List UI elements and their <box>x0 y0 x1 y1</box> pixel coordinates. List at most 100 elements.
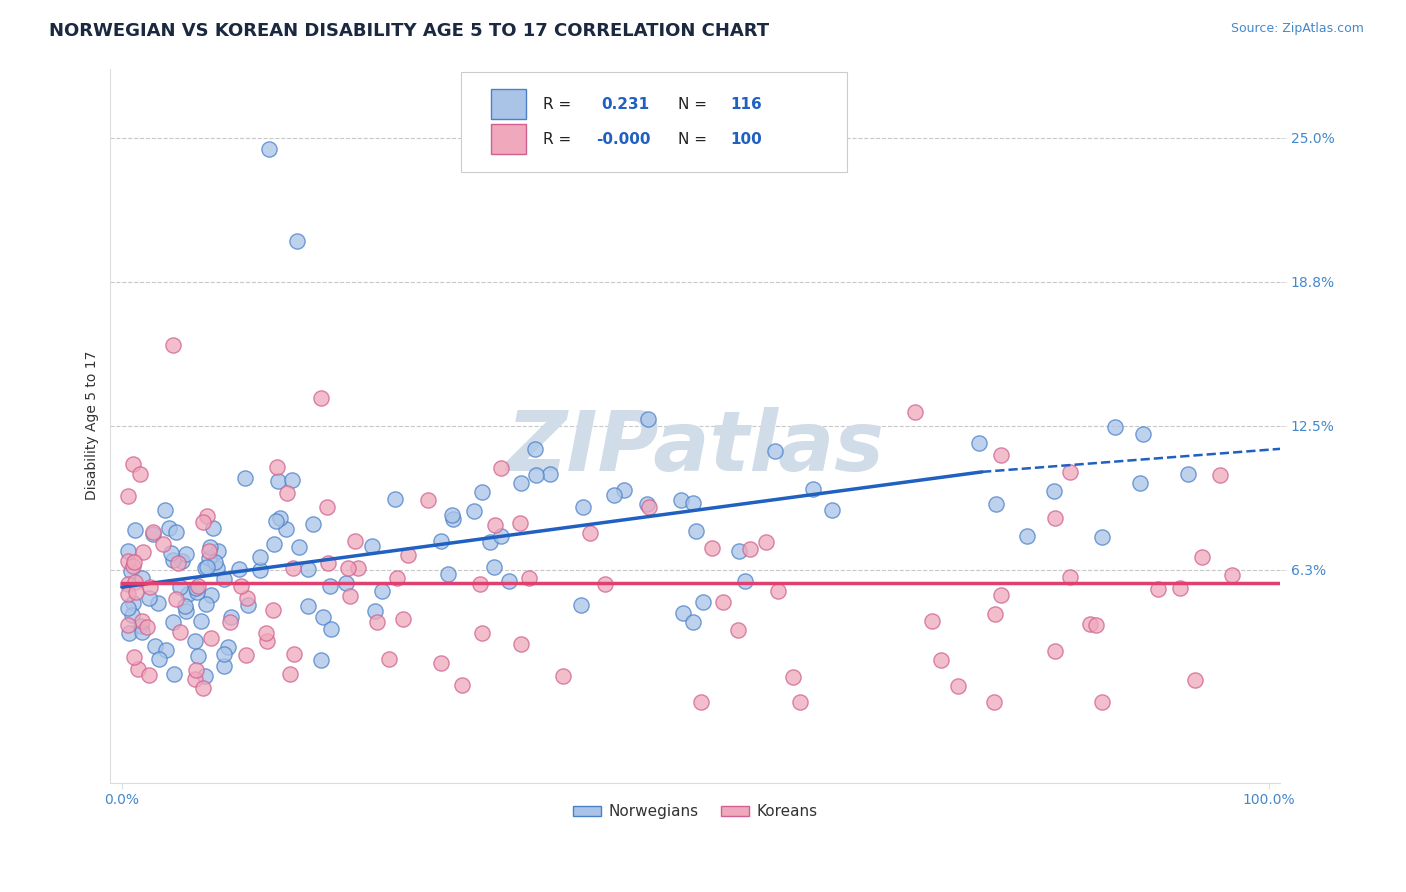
Point <box>509 516 531 530</box>
Point <box>148 651 170 665</box>
Point <box>364 604 387 618</box>
Point <box>197 543 219 558</box>
Text: 0.231: 0.231 <box>602 96 650 112</box>
FancyBboxPatch shape <box>491 124 526 154</box>
Point <box>173 599 195 613</box>
Point <box>143 639 166 653</box>
Point <box>1043 483 1066 498</box>
Point <box>138 580 160 594</box>
Point <box>755 535 778 549</box>
Point <box>734 574 756 589</box>
Point <box>256 634 278 648</box>
Point <box>124 555 146 569</box>
Point <box>165 524 187 539</box>
Point <box>117 489 139 503</box>
Point <box>738 541 761 556</box>
Point <box>471 626 494 640</box>
Point <box>430 534 453 549</box>
Text: -0.000: -0.000 <box>596 133 651 147</box>
Point <box>801 482 824 496</box>
Point <box>129 467 152 482</box>
Point <box>700 541 723 555</box>
Point <box>187 648 209 663</box>
Point <box>195 597 218 611</box>
Point <box>217 640 239 655</box>
Point <box>524 468 547 483</box>
Point <box>218 615 240 629</box>
Point <box>152 537 174 551</box>
Point <box>174 547 197 561</box>
Point <box>990 448 1012 462</box>
Point <box>344 534 367 549</box>
Point <box>221 610 243 624</box>
Point <box>200 632 222 646</box>
Y-axis label: Disability Age 5 to 17: Disability Age 5 to 17 <box>86 351 100 500</box>
Point <box>489 528 512 542</box>
Point <box>160 546 183 560</box>
Point <box>440 508 463 522</box>
Point <box>551 668 574 682</box>
Point <box>259 142 281 156</box>
Point <box>121 596 143 610</box>
Point <box>1091 695 1114 709</box>
Point <box>229 579 252 593</box>
Point <box>162 338 184 352</box>
Point <box>593 576 616 591</box>
Point <box>579 525 602 540</box>
Point <box>200 588 222 602</box>
Point <box>263 537 285 551</box>
Point <box>131 545 153 559</box>
Point <box>377 652 399 666</box>
Point <box>207 544 229 558</box>
Point <box>276 485 298 500</box>
Point <box>197 560 219 574</box>
Point <box>297 599 319 614</box>
Point <box>498 574 520 589</box>
Point <box>117 544 139 558</box>
Point <box>235 471 257 485</box>
Point <box>821 503 844 517</box>
Point <box>269 511 291 525</box>
Point <box>191 681 214 696</box>
Point <box>366 615 388 630</box>
Point <box>117 577 139 591</box>
Text: R =: R = <box>543 96 571 112</box>
Point <box>236 591 259 605</box>
Text: N =: N = <box>678 96 707 112</box>
Point <box>1222 567 1244 582</box>
Point <box>669 493 692 508</box>
Point <box>1129 475 1152 490</box>
Point <box>479 534 502 549</box>
Point <box>297 562 319 576</box>
Point <box>967 435 990 450</box>
Point <box>155 642 177 657</box>
Point <box>692 595 714 609</box>
Point <box>1104 420 1126 434</box>
Point <box>198 540 221 554</box>
Point <box>339 589 361 603</box>
Point <box>418 492 440 507</box>
Point <box>157 521 180 535</box>
Point <box>249 563 271 577</box>
Point <box>636 497 658 511</box>
Point <box>638 500 661 514</box>
Point <box>603 488 626 502</box>
Point <box>207 560 229 574</box>
Point <box>489 460 512 475</box>
Point <box>1147 582 1170 596</box>
Point <box>1168 581 1191 595</box>
Point <box>929 653 952 667</box>
Point <box>264 514 287 528</box>
Point <box>254 626 277 640</box>
Point <box>1177 467 1199 481</box>
Point <box>309 653 332 667</box>
Text: ZIPatlas: ZIPatlas <box>506 407 884 488</box>
Point <box>153 502 176 516</box>
Point <box>122 457 145 471</box>
Point <box>120 564 142 578</box>
Point <box>510 475 533 490</box>
Point <box>689 695 711 709</box>
Point <box>727 543 749 558</box>
Point <box>266 460 288 475</box>
Point <box>1085 617 1108 632</box>
